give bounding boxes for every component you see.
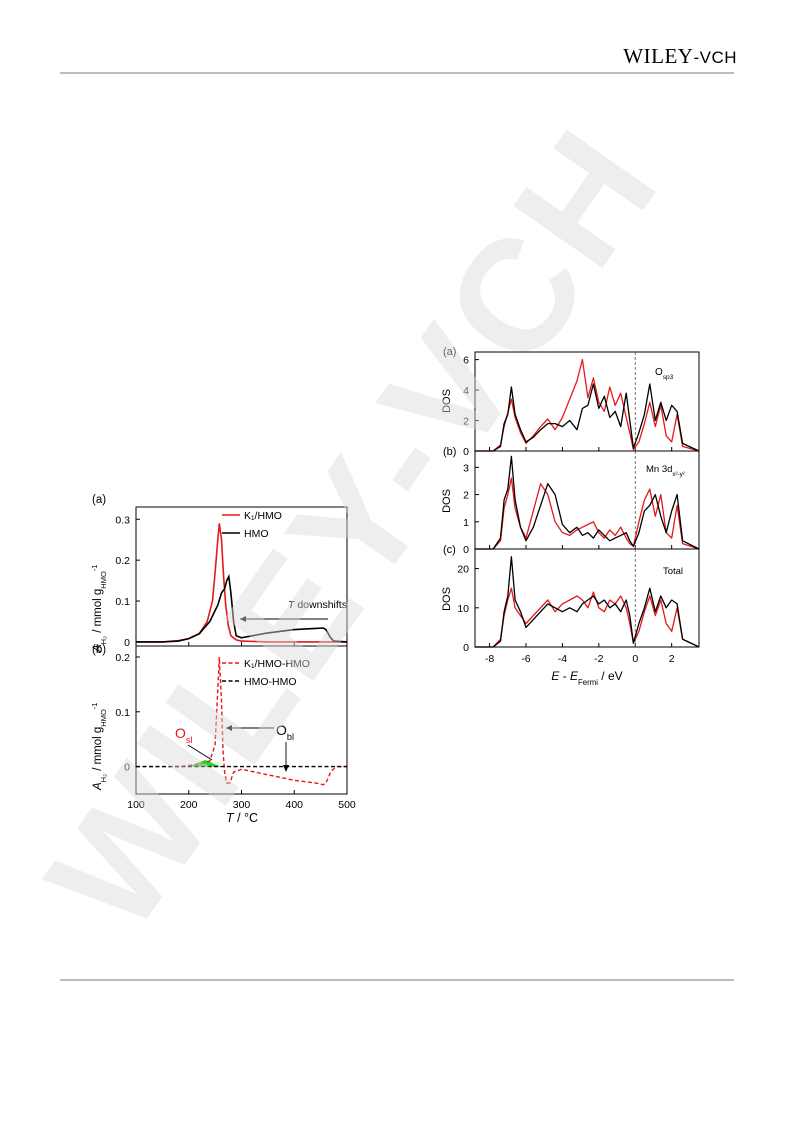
dos-red-line [475,477,700,550]
series-k1-hmo-hmo-line [136,656,347,786]
y-axis-label-panel-b: AH₂ / mmol gHMO-1 [90,703,108,791]
y-tick-label: 3 [463,462,469,474]
y-tick-label: 2 [463,416,469,428]
annotation-obl: Obl [276,722,294,742]
y-tick-label: 0 [124,637,130,649]
dos-black-line [475,383,700,452]
watermark-text: WILEY-VCH [14,97,693,961]
dos-black-line [475,556,700,648]
y-tick-label: 0.1 [115,707,130,719]
tag-mn-3d: Mn 3dx²-y² [646,464,685,478]
y-tick-label: 1 [463,517,469,529]
x-tick-label: 300 [233,799,251,811]
legend-hmo-hmo-label: HMO-HMO [244,676,297,688]
x-tick-label: 200 [180,799,198,811]
x-tick-label: -6 [521,653,530,665]
legend-k1-hmo-hmo-label: K₁/HMO-HMO [244,658,310,670]
y-tick-label: 2 [463,490,469,502]
series-hmo-line [136,573,348,643]
footer-rule [60,979,734,981]
dos-y-axis-label: DOS [441,587,453,611]
tag-o-sp3: Osp3 [655,367,674,381]
x-tick-label: 2 [669,653,675,665]
downshift-arrow-head [240,616,246,622]
y-tick-label: 0.2 [115,555,130,567]
y-tick-label: 0.3 [115,514,130,526]
publisher-logo: WILEY-VCH [623,44,737,68]
x-axis-label: T / °C [226,811,258,825]
y-tick-label: 0 [124,762,130,774]
dos-panel-label: (a) [443,346,456,358]
y-tick-label: 0 [463,642,469,654]
dos-y-axis-label: DOS [441,489,453,513]
panel-a-label: (a) [92,494,106,506]
y-tick-label: 0.2 [115,652,130,664]
dos-red-line [475,358,700,452]
y-tick-label: 6 [463,355,469,367]
x-tick-label: 100 [127,799,145,811]
y-tick-label: 10 [457,603,469,615]
legend-k1-label: K₁/HMO [244,510,282,522]
dos-y-axis-label: DOS [441,389,453,413]
dos-red-line [475,587,700,648]
osl-pointer [187,744,213,761]
x-tick-label: 0 [632,653,638,665]
y-tick-label: 4 [463,385,469,397]
x-tick-label: -2 [594,653,603,665]
dos-black-line [475,455,700,550]
annotation-osl: Osl [175,725,192,745]
dos-panel-label: (c) [443,544,456,556]
panel-b-label: (b) [92,644,106,656]
x-tick-label: -8 [485,653,494,665]
annotation-t-downshifts: T downshifts [288,599,347,611]
tag-total: Total [663,566,683,577]
y-tick-label: 0 [463,544,469,556]
dos-panel-label: (b) [443,446,456,458]
y-tick-label: 20 [457,564,469,576]
legend-hmo-label: HMO [244,528,269,540]
header-rule [60,72,734,74]
dos-x-axis-label: E - EFermi / eV [551,669,622,687]
y-axis-label-panel-a: AH₂ / mmol gHMO-1 [90,565,108,653]
y-tick-label: 0.1 [115,596,130,608]
x-tick-label: -4 [558,653,567,665]
y-tick-label: 0 [463,446,469,458]
dos-panel-frame [474,548,700,648]
obl-arrow-down-head [283,765,289,772]
obl-arrow-left-head [226,725,232,731]
x-tick-label: 500 [338,799,356,811]
x-tick-label: 400 [285,799,303,811]
